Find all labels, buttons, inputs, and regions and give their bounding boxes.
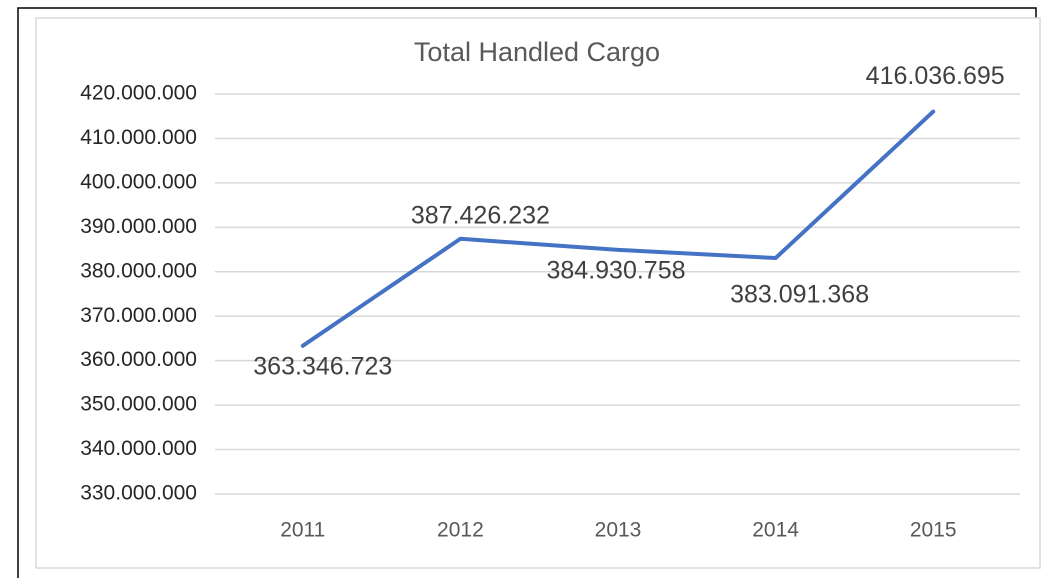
y-tick-label: 350.000.000 (80, 393, 197, 416)
x-tick-label: 2012 (437, 519, 484, 542)
data-label: 387.426.232 (411, 201, 550, 229)
x-tick-label: 2011 (280, 519, 325, 542)
x-tick-label: 2014 (752, 519, 799, 542)
y-tick-label: 340.000.000 (80, 437, 197, 460)
y-tick-label: 360.000.000 (80, 348, 197, 371)
x-tick-label: 2015 (910, 519, 957, 542)
data-label: 384.930.758 (546, 256, 685, 284)
y-tick-label: 420.000.000 (80, 82, 197, 105)
y-tick-label: 400.000.000 (80, 170, 197, 193)
y-tick-label: 330.000.000 (80, 482, 197, 505)
data-label: 416.036.695 (866, 62, 1005, 90)
data-label: 363.346.723 (253, 352, 392, 380)
y-tick-label: 410.000.000 (80, 126, 197, 149)
outer-border (17, 7, 1037, 578)
chart-title: Total Handled Cargo (414, 37, 660, 67)
x-tick-label: 2013 (595, 519, 642, 542)
y-tick-label: 380.000.000 (80, 259, 197, 282)
data-label: 383.091.368 (730, 281, 869, 309)
y-tick-label: 390.000.000 (80, 215, 197, 238)
chart-frame (35, 17, 1041, 569)
y-tick-label: 370.000.000 (80, 304, 197, 327)
line (300, 109, 936, 348)
